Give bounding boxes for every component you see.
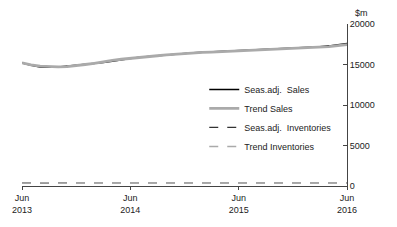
svg-text:10000: 10000 [350,100,375,110]
svg-text:5000: 5000 [350,141,370,151]
svg-text:Seas.adj. Sales: Seas.adj. Sales [244,85,310,95]
svg-text:0: 0 [350,181,355,191]
svg-text:Seas.adj. Inventories: Seas.adj. Inventories [244,123,331,133]
svg-text:Jun2015: Jun2015 [229,193,249,215]
svg-text:Trend Inventories: Trend Inventories [244,142,314,152]
svg-text:Jun2014: Jun2014 [120,193,140,215]
svg-text:Jun2016: Jun2016 [337,193,357,215]
svg-text:Jun2013: Jun2013 [12,193,32,215]
svg-text:15000: 15000 [350,60,375,70]
svg-text:$m: $m [355,8,368,18]
svg-text:Trend Sales: Trend Sales [244,104,293,114]
svg-text:20000: 20000 [350,19,375,29]
